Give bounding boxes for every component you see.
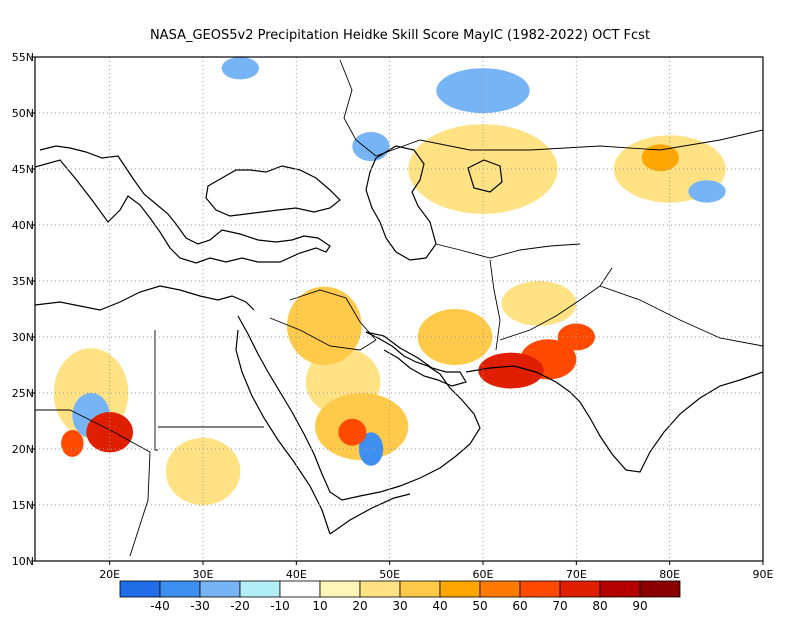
lon-tick-label: 60E [473,568,494,581]
colorbar-swatch [319,580,361,598]
border-turkmen [435,243,581,259]
coastline-black-sea [205,165,341,217]
skill-region [165,437,241,505]
colorbar-label: -20 [230,599,250,613]
lat-lon-gridlines [35,57,763,561]
colorbar-swatch [479,580,521,598]
lon-tick-label: 20E [99,568,120,581]
map-frame [34,56,764,562]
skill-region [436,68,530,113]
skill-region [221,57,259,80]
lat-tick-label: 30N [12,331,34,344]
border-russia [339,59,377,157]
lon-tick-label: 90E [753,568,774,581]
colorbar-swatch [119,580,161,598]
lon-tick-label: 50E [379,568,400,581]
lon-tick-label: 70E [566,568,587,581]
lat-tick-label: 35N [12,275,34,288]
coastline-europe [35,145,331,264]
colorbar-swatch [599,580,641,598]
lat-tick-label: 50N [12,107,34,120]
skill-region [352,132,390,162]
map-title: NASA_GEOS5v2 Precipitation Heidke Skill … [149,28,651,43]
colorbar-label: 70 [552,599,567,613]
lat-tick-label: 45N [12,163,34,176]
colorbar-swatch [279,580,321,598]
lat-tick-label: 25N [12,387,34,400]
coastline-arabia [237,315,481,501]
skill-region [86,412,133,453]
colorbar-swatch [199,580,241,598]
border-saudi [269,317,377,351]
border-libya-egypt [154,330,158,451]
colorbar-swatch [359,580,401,598]
colorbar-label: 10 [312,599,327,613]
lat-tick-label: 10N [12,555,34,568]
border-iraq [289,289,377,341]
skill-region [61,429,84,457]
skill-region [478,352,544,389]
skill-region [338,418,367,446]
coastline-iran-pakistan [465,365,763,473]
lon-tick-label: 80E [659,568,680,581]
colorbar-swatch [159,580,201,598]
border-india [599,285,763,347]
border-afghan-pakistan [499,267,613,341]
colorbar: -40 -30 -20 -10 10 20 30 40 50 60 70 80 90 [119,580,681,613]
skill-region [501,281,577,326]
country-borders [35,59,763,557]
colorbar-label: 50 [472,599,487,613]
coastlines [35,145,763,535]
latitude-labels: 10N 15N 20N 25N 30N 35N 40N 45N 50N 55N [12,51,35,568]
coastline-aral [467,159,503,193]
lat-tick-label: 55N [12,51,34,64]
skill-region [641,144,679,172]
coastline-east-africa [235,329,331,535]
colorbar-swatch [559,580,601,598]
colorbar-label: 90 [632,599,647,613]
coastline-north-africa [35,285,255,311]
colorbar-label: -30 [190,599,210,613]
lat-tick-label: 40N [12,219,34,232]
longitude-labels: 20E 30E 40E 50E 60E 70E 80E 90E [99,561,774,581]
colorbar-label: -40 [150,599,170,613]
skill-region [287,286,362,365]
colorbar-label: 30 [392,599,407,613]
border-kazakh [375,129,763,157]
coastline-horn [329,493,411,535]
colorbar-swatch [399,580,441,598]
colorbar-swatch [239,580,281,598]
colorbar-label: 20 [352,599,367,613]
colorbar-swatch [439,580,481,598]
border-chad [69,409,151,557]
lon-tick-label: 30E [193,568,214,581]
colorbar-label: 60 [512,599,527,613]
lat-tick-label: 15N [12,499,34,512]
colorbar-swatch [519,580,561,598]
lon-tick-label: 40E [286,568,307,581]
colorbar-swatch [639,580,681,598]
colorbar-label: 80 [592,599,607,613]
coastline-caspian [365,145,437,261]
coastline-gulf [365,331,467,387]
colorbar-label: -10 [270,599,290,613]
skill-region [688,180,726,203]
lat-tick-label: 20N [12,443,34,456]
colorbar-label: 40 [432,599,447,613]
border-iran-afghan [489,259,501,351]
